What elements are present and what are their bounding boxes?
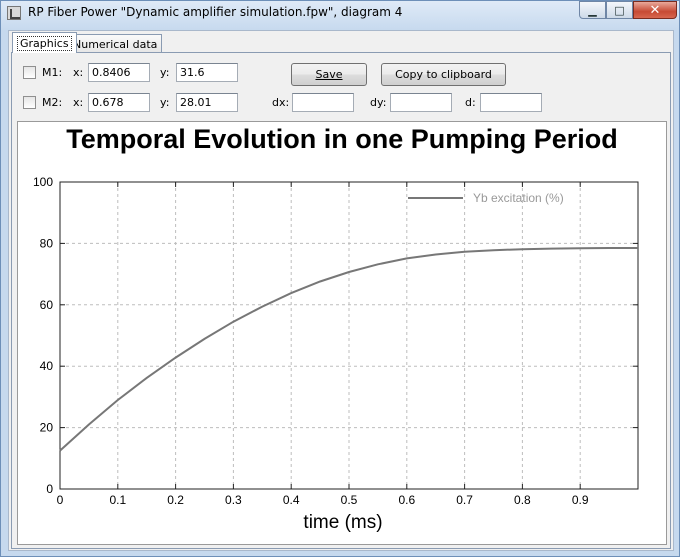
window-client-area: Graphics Numerical data M1: x: 0.8406 y:… xyxy=(8,30,674,551)
save-button[interactable]: Save xyxy=(291,63,367,86)
y-tick-label-0: 0 xyxy=(46,482,53,496)
close-button[interactable]: ✕ xyxy=(633,1,677,19)
y-tick-label-4: 80 xyxy=(40,236,54,250)
maximize-button[interactable]: □ xyxy=(606,1,633,19)
dy-label: dy: xyxy=(370,96,387,109)
tab-numerical-data[interactable]: Numerical data xyxy=(68,34,163,54)
d-label: d: xyxy=(465,96,476,109)
title-bar[interactable]: RP Fiber Power "Dynamic amplifier simula… xyxy=(1,1,679,25)
x-tick-label-7: 0.7 xyxy=(456,493,473,507)
tab-graphics-label: Graphics xyxy=(17,35,72,51)
chart-svg: 0 0.1 0.2 0.3 0.4 0.5 0.6 0.7 0.8 0.9 0 20 40 60 80 100… xyxy=(33,175,639,507)
x-tick-label-2: 0.2 xyxy=(167,493,184,507)
chart-title: Temporal Evolution in one Pumping Period xyxy=(66,124,618,154)
m2-label: M2: xyxy=(42,96,63,109)
series-line-0 xyxy=(59,247,638,452)
chart-area[interactable]: Temporal Evolution in one Pumping Period… xyxy=(17,121,667,545)
m1-y-label: y: xyxy=(160,66,170,79)
d-field[interactable] xyxy=(480,93,542,112)
x-tick-label-3: 0.3 xyxy=(225,493,242,507)
legend-label-0: Yb excitation (%) xyxy=(473,191,564,205)
m1-checkbox[interactable] xyxy=(23,66,36,79)
y-tick-label-1: 20 xyxy=(40,421,54,435)
m2-x-label: x: xyxy=(73,96,84,109)
tab-numerical-data-label: Numerical data xyxy=(73,38,158,51)
m2-x-field[interactable]: 0.678 xyxy=(88,93,150,112)
x-tick-label-5: 0.5 xyxy=(341,493,358,507)
minimize-button[interactable]: ▁ xyxy=(579,1,606,19)
dx-label: dx: xyxy=(272,96,290,109)
y-tick-label-3: 60 xyxy=(40,298,54,312)
m1-x-field[interactable]: 0.8406 xyxy=(88,63,150,82)
window-title: RP Fiber Power "Dynamic amplifier simula… xyxy=(28,5,403,19)
y-tick-label-2: 40 xyxy=(40,359,54,373)
m2-y-field[interactable]: 28.01 xyxy=(176,93,238,112)
m1-label: M1: xyxy=(42,66,63,79)
tab-graphics[interactable]: Graphics xyxy=(12,32,77,53)
x-axis-label: time (ms) xyxy=(303,512,383,533)
save-button-label: Save xyxy=(315,68,343,81)
m1-y-field[interactable]: 31.6 xyxy=(176,63,238,82)
m1-x-label: x: xyxy=(73,66,84,79)
copy-button-label: Copy to clipboard xyxy=(395,68,492,81)
y-tick-label-5: 100 xyxy=(33,175,53,189)
x-tick-label-1: 0.1 xyxy=(109,493,126,507)
dy-field[interactable] xyxy=(390,93,452,112)
x-tick-label-6: 0.6 xyxy=(398,493,415,507)
m2-y-label: y: xyxy=(160,96,170,109)
x-tick-label-0: 0 xyxy=(57,493,64,507)
copy-to-clipboard-button[interactable]: Copy to clipboard xyxy=(381,63,506,86)
x-tick-label-9: 0.9 xyxy=(572,493,589,507)
x-tick-label-8: 0.8 xyxy=(514,493,531,507)
x-tick-label-4: 0.4 xyxy=(283,493,300,507)
dx-field[interactable] xyxy=(292,93,354,112)
app-icon xyxy=(7,6,21,20)
m2-checkbox[interactable] xyxy=(23,96,36,109)
graphics-panel: M1: x: 0.8406 y: 31.6 Save Copy to clipb… xyxy=(11,52,671,549)
